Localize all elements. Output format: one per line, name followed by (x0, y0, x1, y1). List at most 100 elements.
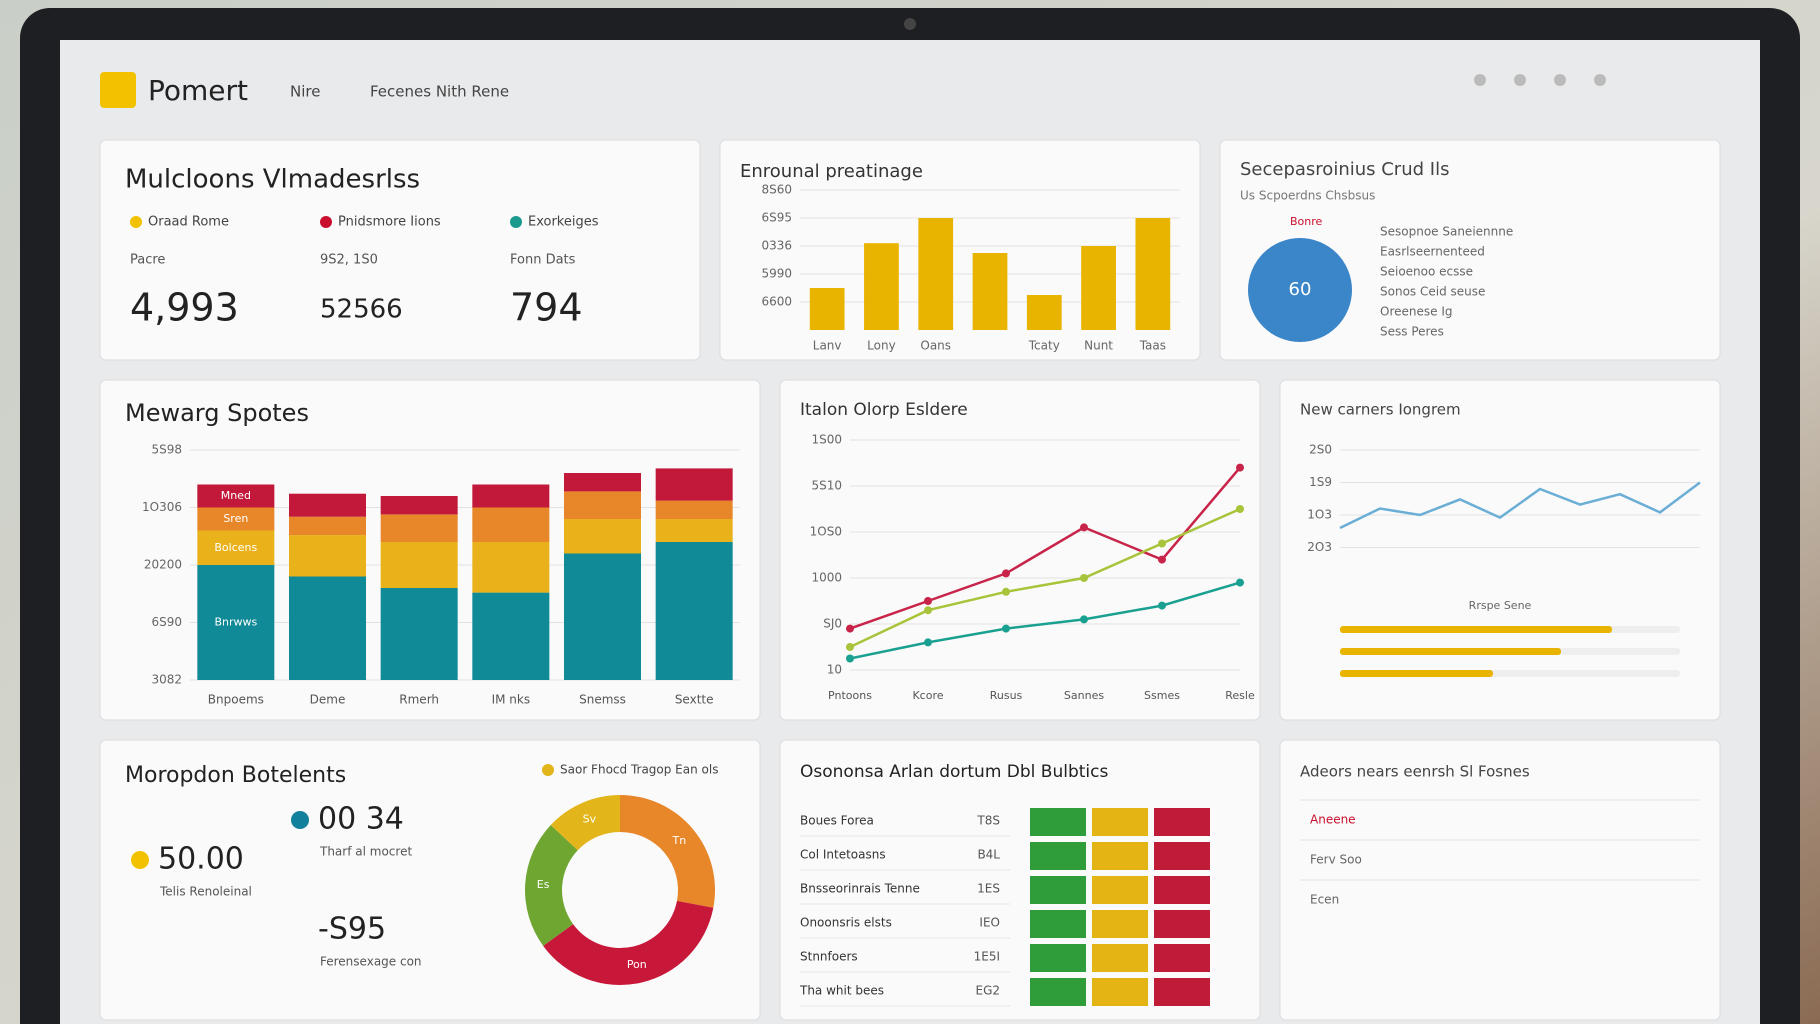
progress-bar (1340, 670, 1493, 677)
kpi-value: 794 (510, 286, 583, 330)
series-label: Sren (223, 512, 248, 525)
x-tick-label: Rusus (990, 689, 1023, 702)
x-tick-label: Tcaty (1028, 339, 1060, 353)
y-tick-label: 1O306 (142, 500, 182, 514)
heat-cell (1154, 910, 1210, 938)
stack-segment (289, 535, 366, 577)
stack-segment (655, 519, 733, 542)
line-point (846, 643, 854, 651)
panel-title: Mulcloons Vlmadesrlss (125, 165, 420, 195)
logo-icon (100, 72, 136, 108)
stack-segment (472, 542, 550, 593)
line-series (849, 507, 1241, 649)
stack-segment (289, 493, 366, 517)
x-tick-label: Sannes (1064, 689, 1104, 702)
stack-segment (655, 542, 733, 680)
x-tick-label: Taas (1139, 339, 1166, 353)
toolbar-icon (1594, 74, 1606, 86)
badge: Bonre (1290, 215, 1323, 228)
list-item: Ecen (1310, 893, 1339, 907)
kpi-caption: Fonn Dats (510, 253, 576, 268)
toolbar-icon (1554, 74, 1566, 86)
y-tick-label: 6S95 (761, 211, 792, 225)
line-point (846, 654, 854, 663)
donut-slice (543, 900, 714, 985)
row-value: B4L (977, 848, 1000, 862)
slice-label: Pon (627, 958, 647, 971)
kpi-caption: Tharf al mocret (319, 845, 412, 859)
heat-cell (1154, 876, 1210, 904)
list-item: Ferv Soo (1310, 853, 1362, 867)
y-tick-label: 3082 (151, 673, 182, 687)
bar (864, 243, 899, 330)
panel-title: Adeors nears eenrsh Sl Fosnes (1300, 763, 1530, 781)
heat-cell (1030, 910, 1086, 938)
heat-cell (1030, 808, 1086, 836)
line-point (1236, 505, 1244, 513)
y-tick-label: 1O3 (1307, 508, 1332, 522)
kpi-dot (291, 811, 309, 829)
heat-cell (1092, 978, 1148, 1006)
donut-slice (525, 824, 578, 946)
panel-title: Enrounal preatinage (740, 161, 923, 182)
row-label: Stnnfoers (800, 950, 858, 964)
legend-label: Pnidsmore Iions (338, 215, 441, 230)
stack-segment (564, 473, 641, 492)
line-point (1236, 463, 1244, 472)
line-point (924, 597, 932, 605)
area-line (1339, 481, 1701, 530)
panel-title: Mewarg Spotes (125, 399, 309, 427)
heat-cell (1154, 808, 1210, 836)
line-series (849, 466, 1241, 630)
legend-dot (542, 764, 554, 776)
y-tick-label: 0336 (761, 239, 792, 253)
kpi-value: 50.00 (158, 842, 244, 877)
stack-segment (564, 553, 641, 680)
slice-label: Tn (671, 834, 686, 847)
y-tick-label: 1000 (811, 571, 842, 585)
info-line: Sesopnoe Saneiennne (1380, 225, 1513, 239)
y-tick-label: 20200 (144, 558, 182, 572)
legend-label: Exorkeiges (528, 215, 599, 230)
stack-segment (564, 491, 641, 519)
series-label: Bolcens (214, 541, 257, 554)
heat-cell (1092, 808, 1148, 836)
line-point (1236, 578, 1244, 587)
heat-cell (1092, 944, 1148, 972)
legend-dot (320, 216, 332, 228)
metric-circle (1248, 238, 1352, 342)
heat-cell (1030, 842, 1086, 870)
bar (1135, 218, 1171, 330)
y-tick-label: 1S00 (811, 433, 842, 447)
stack-segment (472, 592, 550, 680)
line-point (1002, 624, 1010, 633)
heat-cell (1092, 876, 1148, 904)
row-value: 1E5I (974, 950, 1000, 964)
y-tick-label: 8S60 (761, 183, 792, 197)
row-label: Boues Forea (800, 814, 874, 828)
stack-segment (380, 588, 458, 680)
kpi-caption: 9S2, 1S0 (320, 253, 378, 268)
line-point (1158, 555, 1166, 564)
heat-cell (1154, 944, 1210, 972)
stack-segment (289, 516, 366, 536)
x-tick-label: Bnpoems (208, 693, 264, 707)
panel-title: Osononsa Arlan dortum Dbl Bulbtics (800, 762, 1108, 782)
panel (779, 379, 1261, 721)
y-tick-label: 6S90 (151, 615, 182, 629)
kpi-dot (131, 851, 149, 869)
y-tick-label: 5990 (761, 267, 792, 281)
toolbar-icon (1514, 74, 1526, 86)
kpi-value: 52566 (320, 295, 403, 325)
row-label: Bnsseorinrais Tenne (800, 882, 920, 896)
progress-bar (1340, 648, 1561, 655)
info-line: Sess Peres (1380, 325, 1444, 339)
legend-label: Saor Fhocd Tragop Ean ols (560, 763, 718, 777)
info-line: Oreenese Ig (1380, 305, 1452, 319)
heat-cell (1030, 944, 1086, 972)
y-tick-label: 10 (827, 663, 842, 677)
x-tick-label: Pntoons (828, 689, 872, 702)
bar (918, 218, 954, 330)
row-label: Tha whit bees (799, 984, 884, 998)
